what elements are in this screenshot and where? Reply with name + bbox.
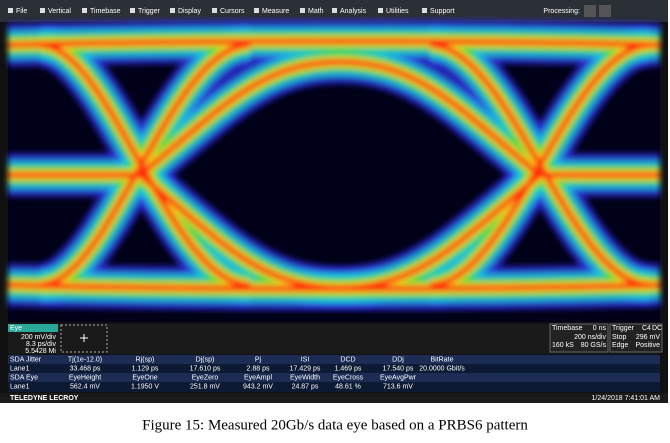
pause-button[interactable] <box>584 5 596 17</box>
table-value: 24.87 ps <box>292 383 319 390</box>
row-label: Lane1 <box>10 383 30 390</box>
menu-icon <box>8 8 13 13</box>
menu-icon <box>378 8 383 13</box>
menu-item[interactable]: Cursors <box>220 8 245 15</box>
table-header-cell: ISI <box>301 356 310 363</box>
table-value: 17.429 ps <box>290 365 321 372</box>
menu-item[interactable]: Trigger <box>138 8 161 15</box>
eye-trace <box>138 172 542 292</box>
menu-icon <box>422 8 427 13</box>
table-header-cell: EyeHeight <box>69 374 101 381</box>
table-value: 943.2 mV <box>243 383 273 390</box>
table-header-cell: DDj <box>392 356 404 363</box>
table-value: 1.129 ps <box>132 365 159 372</box>
trace-tag <box>8 324 58 332</box>
menu-item[interactable]: Support <box>430 8 455 15</box>
status-timebase-scale: 200 ns/div <box>574 334 606 341</box>
menu-icon <box>170 8 175 13</box>
menu-icon <box>254 8 259 13</box>
menu-icon <box>300 8 305 13</box>
play-button[interactable] <box>599 5 611 17</box>
status-trigger-coupling: DC <box>652 325 662 332</box>
status-trigger-type: Edge <box>612 342 628 349</box>
status-sample-rate: 80 GS/s <box>581 342 607 349</box>
table-value: 562.4 mV <box>70 383 100 390</box>
status-trigger-mode: Stop <box>612 334 627 341</box>
table-value: 17.610 ps <box>190 365 221 372</box>
row-label: Lane1 <box>10 365 30 372</box>
eye-trace <box>138 58 542 178</box>
table-header-cell: Pj <box>255 356 262 363</box>
status-trigger-label: Trigger <box>612 325 635 332</box>
table-value: 1.1950 V <box>131 383 159 390</box>
status-timebase-label: Timebase <box>552 325 583 332</box>
table-value: 17.540 ps <box>383 365 414 372</box>
table-header <box>8 355 660 364</box>
caption: Figure 15: Measured 20Gb/s data eye base… <box>142 417 528 433</box>
table-header <box>8 373 660 382</box>
table-header-cell: BitRate <box>431 356 454 363</box>
eye-trace <box>39 42 251 288</box>
status-timebase-delay: 0 ns <box>593 325 607 332</box>
table-value: 713.6 mV <box>383 383 413 390</box>
eye-trace <box>429 42 651 288</box>
table-header-cell: EyeZero <box>192 374 219 381</box>
table-value: 2.88 ps <box>247 365 270 372</box>
display-info: 5.5428 Mi <box>25 348 56 355</box>
timestamp: 1/24/2018 7:41:01 AM <box>592 395 661 402</box>
row-label: SDA Jitter <box>10 356 42 363</box>
brand: TELEDYNE LECROY <box>10 395 79 402</box>
status-sample-count: 160 kS <box>552 342 574 349</box>
trace-label: Eye <box>10 325 22 332</box>
menu-item[interactable]: Display <box>178 8 201 15</box>
table-header-cell: EyeOne <box>132 374 157 381</box>
processing-label: Processing: <box>543 8 580 15</box>
menu-icon <box>40 8 45 13</box>
menu-icon <box>212 8 217 13</box>
table-header-cell: Dj(sp) <box>196 356 215 363</box>
timebase-box <box>549 323 609 353</box>
table-header-cell: EyeAvgPwr <box>380 374 417 381</box>
menu-icon <box>130 8 135 13</box>
menu-item[interactable]: Utilities <box>386 8 409 15</box>
eye-trace <box>7 38 661 48</box>
display-info: 200 mV/div <box>21 334 57 341</box>
zoom-box <box>60 324 108 353</box>
menu-item[interactable]: File <box>16 8 27 15</box>
table-value: 1.469 ps <box>335 365 362 372</box>
table-value: 20.0000 Gbit/s <box>419 365 465 372</box>
table-header-cell: Tj(1e-12.0) <box>68 356 102 363</box>
menu-icon <box>332 8 337 13</box>
table-header-cell: EyeCross <box>333 374 364 381</box>
row-label: SDA Eye <box>10 374 38 381</box>
status-trigger-slope: Positive <box>635 342 660 349</box>
menu-item[interactable]: Measure <box>262 8 289 15</box>
table-value: 251.8 mV <box>190 383 220 390</box>
status-trigger-level: 296 mV <box>636 334 660 341</box>
display-info: 8.3 ps/div <box>26 341 56 348</box>
table-header-cell: EyeAmpl <box>244 374 272 381</box>
menu-item[interactable]: Analysis <box>340 8 367 15</box>
menu-icon <box>82 8 87 13</box>
table-value: 48.61 % <box>335 383 361 390</box>
footer-bar <box>0 393 668 403</box>
table-value: 33.468 ps <box>70 365 101 372</box>
menu-item[interactable]: Math <box>308 8 324 15</box>
table-header-cell: DCD <box>340 356 355 363</box>
trigger-box <box>609 323 663 353</box>
eye-diagram <box>7 19 661 311</box>
status-trigger-channel: C4 <box>642 325 651 332</box>
menu-item[interactable]: Timebase <box>90 8 121 15</box>
table-header-cell: Rj(sp) <box>136 356 155 363</box>
table-header-cell: EyeWidth <box>290 374 320 381</box>
menu-item[interactable]: Vertical <box>48 8 71 15</box>
